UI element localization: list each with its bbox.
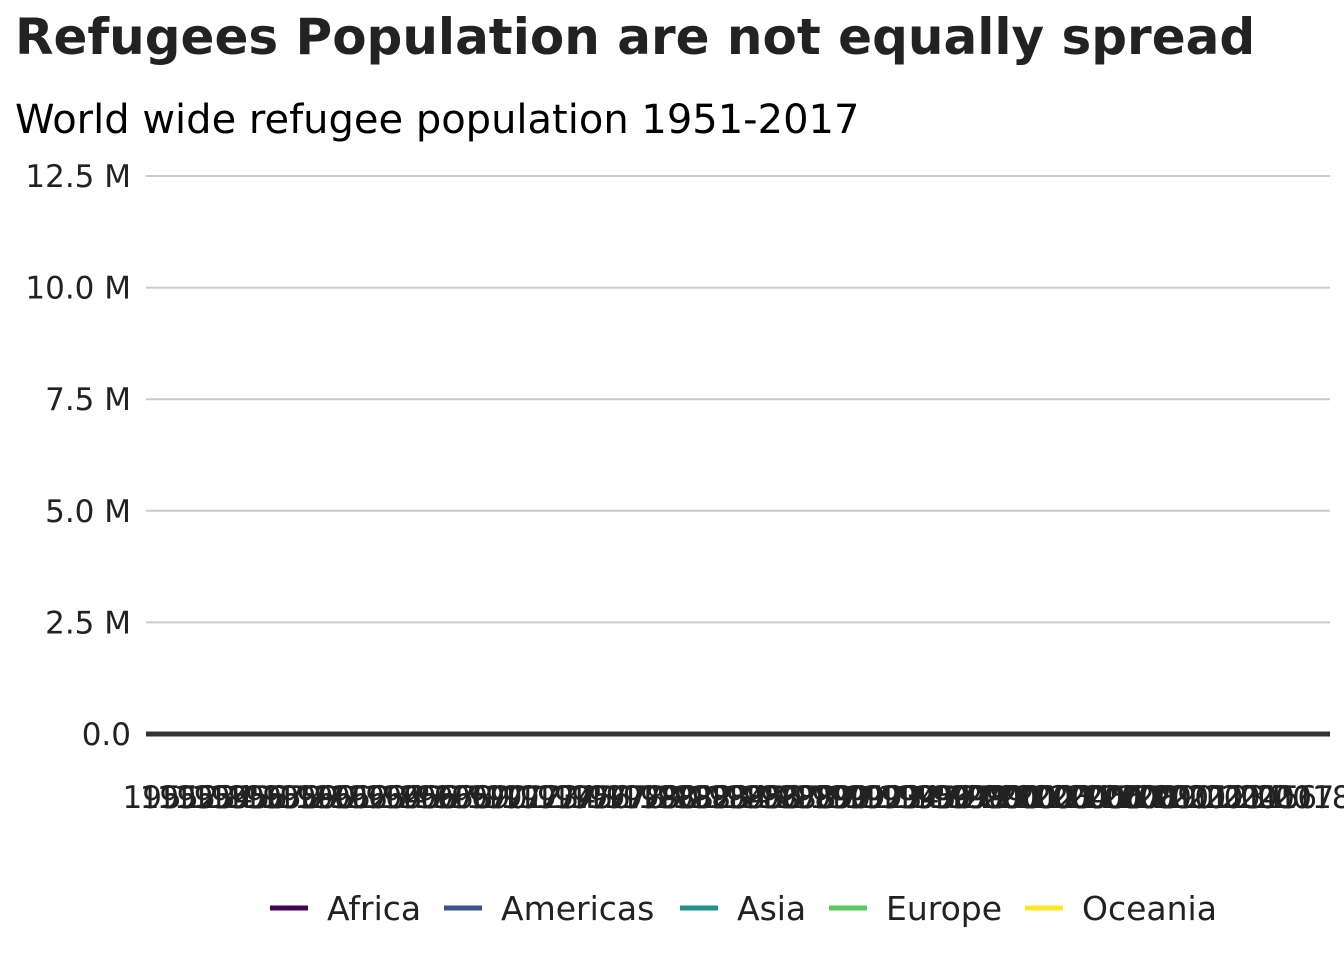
x-tick-label: 2015 <box>1221 780 1300 816</box>
x-tick-label: 2003 <box>1015 780 1094 816</box>
x-tick-label: 1951 <box>123 780 202 816</box>
x-tick-label: 1968 <box>414 780 493 816</box>
x-tick-label: 1956 <box>208 780 287 816</box>
x-tick-label: 1970 <box>449 780 528 816</box>
x-tick-label: 1952 <box>140 780 219 816</box>
x-tick-label: 1975 <box>534 780 613 816</box>
x-tick-label: 1982 <box>655 780 734 816</box>
legend: Africa Americas Asia Europe Oceania <box>270 889 1217 928</box>
x-tick-label: 1953 <box>157 780 236 816</box>
x-tick-label: 2012 <box>1170 780 1249 816</box>
x-tick-label: 1967 <box>397 780 476 816</box>
x-tick-label: 2011 <box>1152 780 1231 816</box>
x-tick-label: 1969 <box>432 780 511 816</box>
x-tick-label: 1991 <box>809 780 888 816</box>
x-tick-label: 1978 <box>586 780 665 816</box>
x-tick-label: 1976 <box>552 780 631 816</box>
x-tick-label: 2010 <box>1135 780 1214 816</box>
x-tick-label: 1981 <box>637 780 716 816</box>
x-tick-label: 2009 <box>1118 780 1197 816</box>
x-tick-label: 1959 <box>260 780 339 816</box>
x-tick-label: 1997 <box>912 780 991 816</box>
y-tick-label: 10.0 M <box>25 271 131 307</box>
x-tick-label: 1988 <box>758 780 837 816</box>
x-tick-label: 2002 <box>998 780 1077 816</box>
x-tick-label: 1962 <box>311 780 390 816</box>
x-tick-label: 1992 <box>826 780 905 816</box>
x-tick-label: 2000 <box>964 780 1043 816</box>
x-tick-label: 1989 <box>775 780 854 816</box>
y-tick-label: 0.0 <box>82 717 131 753</box>
x-tick-label: 1990 <box>792 780 871 816</box>
y-tick-label: 5.0 M <box>45 494 131 530</box>
x-tick-label: 2013 <box>1187 780 1266 816</box>
x-tick-label: 1955 <box>191 780 270 816</box>
x-tick-label: 1954 <box>174 780 253 816</box>
x-tick-label: 1972 <box>483 780 562 816</box>
x-tick-label: 1964 <box>346 780 425 816</box>
x-tick-label: 1979 <box>603 780 682 816</box>
gridlines <box>146 175 1330 624</box>
x-tick-label: 1994 <box>861 780 940 816</box>
x-tick-label: 2007 <box>1084 780 1163 816</box>
chart-subtitle: World wide refugee population 1951-2017 <box>15 97 859 143</box>
x-tick-label: 2017 <box>1255 780 1334 816</box>
x-tick-label: 1984 <box>689 780 768 816</box>
x-tick-label: 1987 <box>740 780 819 816</box>
x-tick-label: 1973 <box>500 780 579 816</box>
legend-label-africa: Africa <box>327 889 421 928</box>
x-axis-ticks: 1951195219531954195519561957195819591960… <box>123 780 1344 816</box>
x-tick-label: 2004 <box>1032 780 1111 816</box>
x-tick-label: 1993 <box>843 780 922 816</box>
y-axis-ticks: 0.0 2.5 M 5.0 M 7.5 M 10.0 M 12.5 M <box>25 159 131 753</box>
y-tick-label: 7.5 M <box>45 382 131 418</box>
x-tick-label: 1958 <box>243 780 322 816</box>
x-tick-label: 2018 <box>1273 780 1344 816</box>
x-tick-label: 1963 <box>329 780 408 816</box>
legend-label-oceania: Oceania <box>1082 889 1217 928</box>
x-tick-label: 1999 <box>946 780 1025 816</box>
legend-label-asia: Asia <box>737 889 806 928</box>
x-tick-label: 1983 <box>672 780 751 816</box>
y-tick-label: 2.5 M <box>45 605 131 641</box>
x-tick-label: 1995 <box>878 780 957 816</box>
x-tick-label: 1960 <box>277 780 356 816</box>
x-tick-label: 1977 <box>569 780 648 816</box>
legend-label-europe: Europe <box>886 889 1002 928</box>
x-tick-label: 1980 <box>620 780 699 816</box>
x-tick-label: 2008 <box>1101 780 1180 816</box>
x-tick-label: 1986 <box>723 780 802 816</box>
x-tick-label: 1961 <box>294 780 373 816</box>
x-tick-label: 2016 <box>1238 780 1317 816</box>
legend-label-americas: Americas <box>501 889 654 928</box>
x-tick-label: 1996 <box>895 780 974 816</box>
x-tick-label: 1998 <box>929 780 1008 816</box>
x-tick-label: 1957 <box>226 780 305 816</box>
x-tick-label: 1971 <box>466 780 545 816</box>
x-tick-label: 2001 <box>981 780 1060 816</box>
x-tick-label: 1966 <box>380 780 459 816</box>
x-tick-label: 2006 <box>1067 780 1146 816</box>
x-tick-label: 1974 <box>517 780 596 816</box>
chart-title: Refugees Population are not equally spre… <box>15 8 1255 66</box>
y-tick-label: 12.5 M <box>25 159 131 195</box>
x-tick-label: 2014 <box>1204 780 1283 816</box>
x-tick-label: 1965 <box>363 780 442 816</box>
x-tick-label: 2005 <box>1049 780 1128 816</box>
x-tick-label: 1985 <box>706 780 785 816</box>
